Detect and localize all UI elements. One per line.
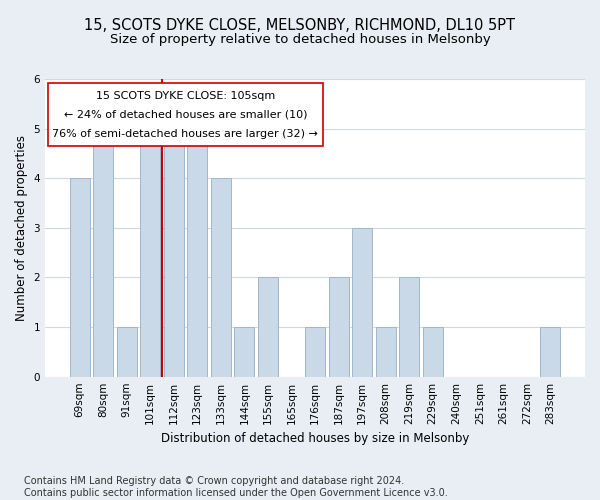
Bar [399, 278, 419, 376]
Bar [376, 327, 395, 376]
Text: Contains HM Land Registry data © Crown copyright and database right 2024.
Contai: Contains HM Land Registry data © Crown c… [24, 476, 448, 498]
X-axis label: Distribution of detached houses by size in Melsonby: Distribution of detached houses by size … [161, 432, 469, 445]
Bar [211, 178, 231, 376]
Bar [541, 327, 560, 376]
Text: Size of property relative to detached houses in Melsonby: Size of property relative to detached ho… [110, 32, 490, 46]
Text: 15, SCOTS DYKE CLOSE, MELSONBY, RICHMOND, DL10 5PT: 15, SCOTS DYKE CLOSE, MELSONBY, RICHMOND… [85, 18, 515, 32]
Bar [258, 278, 278, 376]
Bar [352, 228, 372, 376]
Bar [329, 278, 349, 376]
Text: 15 SCOTS DYKE CLOSE: 105sqm: 15 SCOTS DYKE CLOSE: 105sqm [96, 90, 275, 101]
Bar [423, 327, 443, 376]
Bar [140, 128, 160, 376]
Bar [116, 327, 137, 376]
Text: 76% of semi-detached houses are larger (32) →: 76% of semi-detached houses are larger (… [52, 129, 319, 139]
Y-axis label: Number of detached properties: Number of detached properties [15, 135, 28, 321]
Bar [164, 128, 184, 376]
Bar [187, 128, 208, 376]
FancyBboxPatch shape [48, 84, 323, 146]
Bar [70, 178, 89, 376]
Text: ← 24% of detached houses are smaller (10): ← 24% of detached houses are smaller (10… [64, 110, 307, 120]
Bar [305, 327, 325, 376]
Bar [93, 128, 113, 376]
Bar [235, 327, 254, 376]
